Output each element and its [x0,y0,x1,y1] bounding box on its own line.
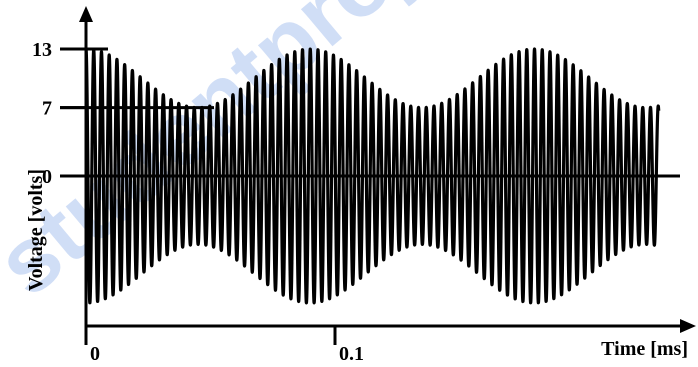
y-tick-label: 7 [42,98,52,120]
plot-area [60,47,680,305]
x-tick-label: 0.1 [339,343,364,365]
x-tick-label: 0 [90,343,100,365]
y-axis-label: Voltage [volts] [25,169,47,291]
y-tick-label: 0 [42,166,52,188]
y-axis-arrow-icon [79,6,93,22]
y-tick-label: 13 [32,39,52,61]
x-axis-label: Time [ms] [601,338,688,360]
x-axis-arrow-icon [680,319,696,333]
x-tick-group: 0 0.1 [84,326,364,365]
y-tick-group: 13 7 0 [32,39,86,188]
signal-line [84,47,661,305]
